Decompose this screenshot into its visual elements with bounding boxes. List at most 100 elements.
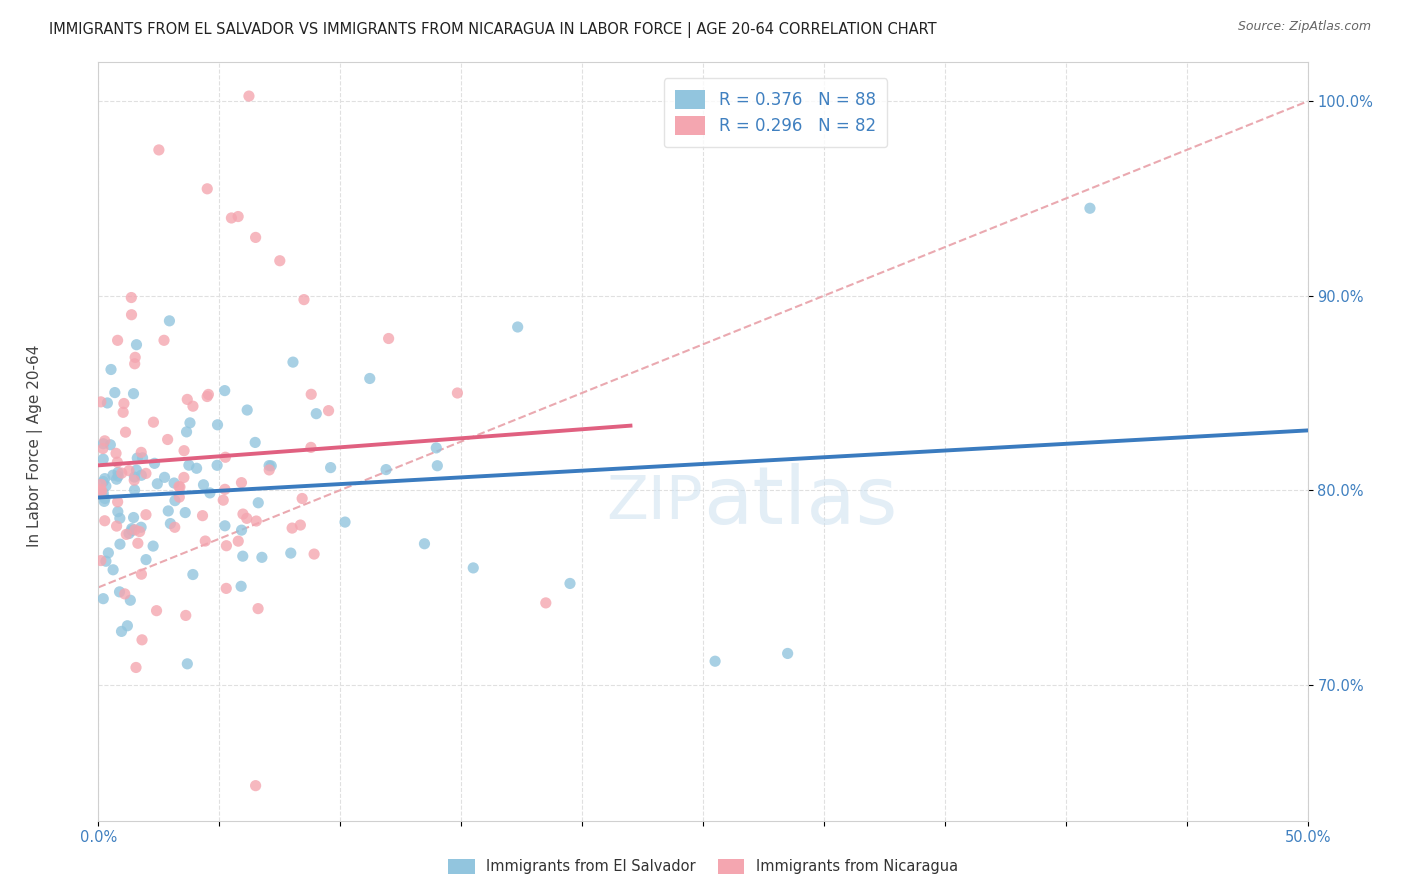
Point (97, 546, 120, 560)
Point (238, 89, 260, 103)
Point (127, 536, 149, 550)
Point (292, 293, 315, 307)
Point (121, 522, 143, 536)
Point (236, 403, 259, 417)
Point (169, 480, 191, 494)
Point (186, 461, 208, 475)
Point (269, 253, 291, 268)
Point (176, 657, 198, 671)
Point (107, 469, 129, 483)
Point (90, 395, 112, 409)
Point (377, 331, 399, 345)
Point (108, 537, 131, 551)
Text: Source: ZipAtlas.com: Source: ZipAtlas.com (1237, 20, 1371, 33)
Point (250, 550, 273, 565)
Point (226, 534, 249, 549)
Point (94, 472, 117, 486)
Point (506, 320, 529, 334)
Point (120, 593, 142, 607)
Point (110, 624, 132, 639)
Point (319, 460, 342, 475)
Text: In Labor Force | Age 20-64: In Labor Force | Age 20-64 (27, 345, 44, 547)
Point (167, 480, 190, 494)
Point (163, 476, 186, 491)
Point (91, 436, 114, 450)
Point (91, 442, 114, 456)
Point (122, 386, 145, 401)
Point (118, 526, 141, 541)
Point (177, 458, 200, 472)
Point (107, 334, 129, 348)
Point (413, 537, 436, 551)
Point (117, 619, 139, 633)
Point (98, 438, 121, 452)
Point (93, 494, 115, 508)
Point (156, 433, 179, 447)
Point (214, 483, 236, 497)
Point (426, 458, 449, 473)
Point (163, 493, 186, 508)
Point (124, 523, 146, 537)
Point (94, 554, 117, 568)
Point (131, 468, 153, 483)
Point (107, 505, 129, 519)
Point (181, 567, 204, 582)
Point (94, 491, 117, 506)
Point (118, 464, 141, 478)
Point (121, 524, 143, 538)
Point (159, 314, 181, 328)
Point (215, 582, 238, 596)
Point (142, 539, 165, 553)
Point (305, 407, 328, 421)
Point (146, 476, 169, 491)
Point (108, 511, 131, 525)
Point (124, 351, 146, 365)
Point (90, 477, 112, 491)
Point (105, 519, 128, 533)
Point (245, 514, 267, 528)
Point (145, 604, 167, 618)
Point (122, 473, 145, 487)
Point (153, 470, 176, 484)
Point (245, 779, 267, 793)
Point (101, 563, 124, 577)
Point (446, 386, 468, 401)
Point (193, 477, 215, 491)
Point (197, 387, 219, 401)
Point (169, 490, 191, 504)
Point (128, 524, 150, 539)
Point (232, 549, 254, 564)
Point (229, 579, 252, 593)
Point (281, 355, 304, 369)
Point (125, 660, 148, 674)
Legend: Immigrants from El Salvador, Immigrants from Nicaragua: Immigrants from El Salvador, Immigrants … (443, 853, 963, 880)
Point (157, 504, 180, 518)
Point (135, 552, 157, 566)
Point (107, 495, 129, 509)
Point (105, 455, 128, 469)
Text: IMMIGRANTS FROM EL SALVADOR VS IMMIGRANTS FROM NICARAGUA IN LABOR FORCE | AGE 20: IMMIGRANTS FROM EL SALVADOR VS IMMIGRANT… (49, 22, 936, 38)
Point (129, 445, 152, 459)
Point (257, 463, 280, 477)
Point (425, 441, 447, 455)
Point (91, 591, 114, 606)
Point (245, 230, 267, 244)
Point (104, 385, 127, 400)
Point (159, 516, 181, 531)
Point (143, 456, 166, 470)
Point (558, 576, 581, 591)
Point (94, 479, 117, 493)
Point (198, 486, 221, 500)
Point (100, 362, 122, 376)
Point (105, 446, 128, 460)
Point (124, 483, 146, 497)
Point (231, 523, 253, 537)
Point (125, 337, 148, 351)
Point (131, 632, 153, 647)
Point (236, 511, 259, 525)
Point (90, 484, 112, 499)
Point (534, 596, 557, 610)
Point (173, 470, 195, 484)
Point (122, 510, 145, 524)
Point (131, 567, 153, 582)
